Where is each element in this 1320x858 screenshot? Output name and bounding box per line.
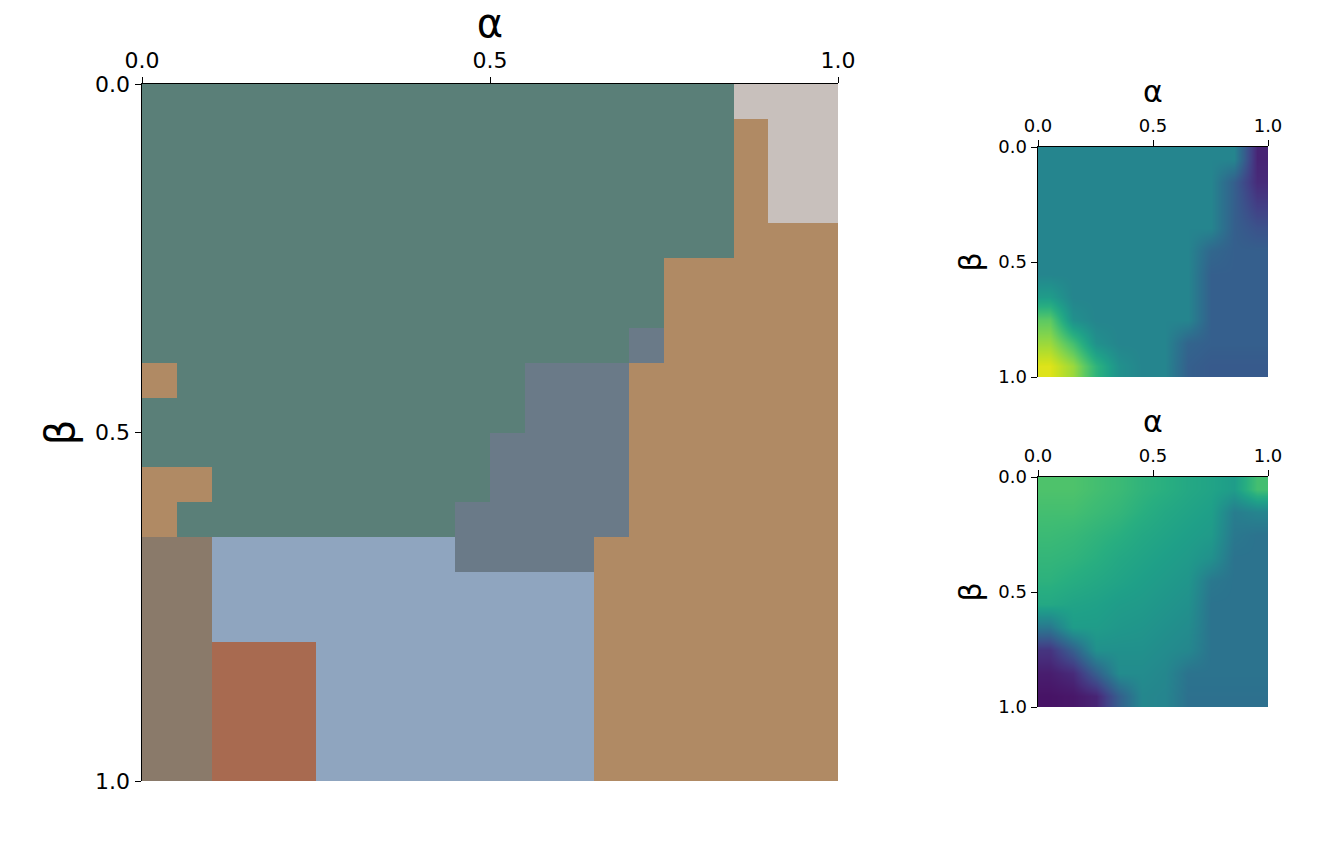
svg-text:1.0: 1.0 bbox=[821, 48, 856, 73]
svg-text:0.5: 0.5 bbox=[998, 581, 1027, 602]
svg-text:0.5: 0.5 bbox=[998, 251, 1027, 272]
svg-text:β: β bbox=[37, 420, 83, 446]
svg-text:0.5: 0.5 bbox=[1139, 115, 1168, 136]
svg-text:0.0: 0.0 bbox=[1024, 445, 1053, 466]
svg-text:1.0: 1.0 bbox=[1254, 115, 1283, 136]
svg-text:α: α bbox=[477, 0, 503, 46]
svg-text:β: β bbox=[953, 252, 988, 271]
svg-text:0.0: 0.0 bbox=[95, 72, 130, 97]
svg-text:1.0: 1.0 bbox=[1254, 445, 1283, 466]
svg-text:1.0: 1.0 bbox=[998, 696, 1027, 717]
svg-text:0.5: 0.5 bbox=[1139, 445, 1168, 466]
svg-text:0.0: 0.0 bbox=[998, 136, 1027, 157]
svg-text:0.5: 0.5 bbox=[95, 420, 130, 445]
svg-text:1.0: 1.0 bbox=[95, 769, 130, 794]
svg-text:0.0: 0.0 bbox=[125, 48, 160, 73]
svg-text:α: α bbox=[1143, 404, 1163, 439]
svg-text:0.0: 0.0 bbox=[1024, 115, 1053, 136]
svg-text:β: β bbox=[953, 582, 988, 601]
svg-text:1.0: 1.0 bbox=[998, 366, 1027, 387]
svg-text:α: α bbox=[1143, 74, 1163, 109]
svg-text:0.0: 0.0 bbox=[998, 466, 1027, 487]
svg-text:0.5: 0.5 bbox=[473, 48, 508, 73]
